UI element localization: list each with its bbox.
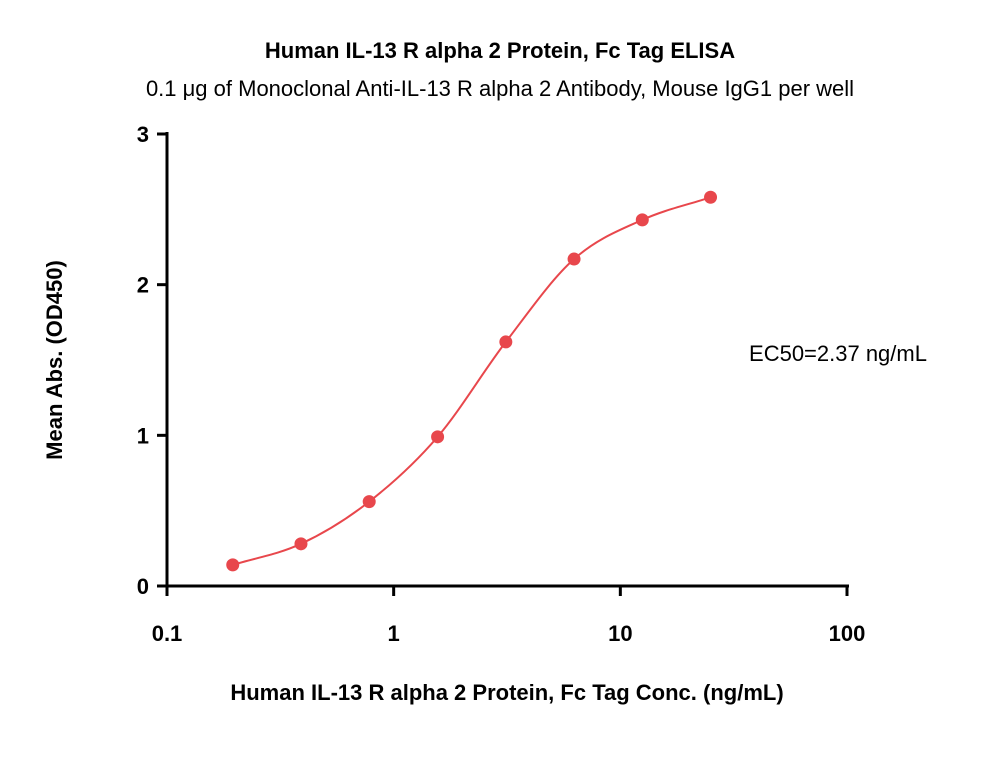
x-tick-label: 10 (608, 621, 632, 646)
fit-curve (232, 196, 711, 566)
y-tick-label: 0 (137, 574, 149, 599)
data-point (226, 558, 240, 572)
annotation: EC50=2.37 ng/mL (749, 341, 927, 366)
y-tick-label: 1 (137, 423, 149, 448)
chart-title: Human IL-13 R alpha 2 Protein, Fc Tag EL… (265, 38, 735, 63)
data-point (567, 252, 581, 266)
x-tick-label: 1 (388, 621, 400, 646)
y-tick-label: 3 (137, 122, 149, 147)
data-point (431, 430, 445, 444)
data-point (362, 495, 376, 509)
data-point (499, 335, 513, 349)
y-axis-label: Mean Abs. (OD450) (42, 260, 67, 460)
data-point (294, 537, 308, 551)
data-point (704, 190, 718, 204)
x-tick-label: 0.1 (152, 621, 183, 646)
x-tick-label: 100 (829, 621, 866, 646)
data-point (635, 213, 649, 227)
x-axis-label: Human IL-13 R alpha 2 Protein, Fc Tag Co… (230, 680, 783, 705)
chart-subtitle: 0.1 μg of Monoclonal Anti-IL-13 R alpha … (146, 76, 854, 101)
y-tick-label: 2 (137, 273, 149, 298)
